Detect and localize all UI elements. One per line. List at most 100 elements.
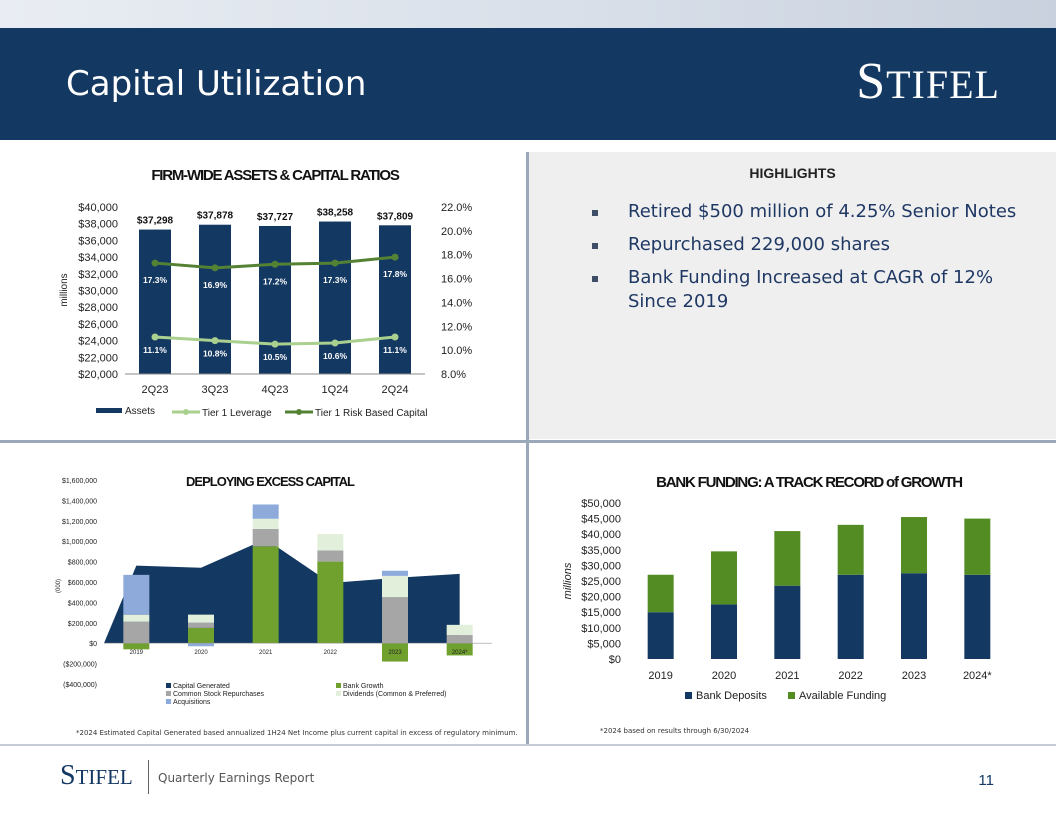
y-tick-label: $32,000 [78, 269, 118, 281]
stacked-bar-segment [252, 528, 279, 547]
legend-label: Tier 1 Risk Based Capital [315, 408, 427, 419]
y2-tick-label: 8.0% [441, 369, 466, 381]
ratio-data-label: 10.6% [323, 351, 348, 361]
bullet-icon [592, 276, 598, 282]
stacked-bar-segment [252, 546, 279, 644]
footnote-right: *2024 based on results through 6/30/2024 [600, 727, 750, 735]
chart-title: BANK FUNDING: A TRACK RECORD of GROWTH [656, 474, 962, 491]
legend-swatch [166, 699, 171, 704]
ratio-data-label: 17.8% [383, 269, 408, 279]
stifel-logo: STIFEL [856, 53, 1000, 110]
y2-tick-label: 10.0% [441, 345, 472, 357]
x-tick-label: 2021 [775, 670, 799, 682]
legend-label: Dividends (Common & Preferred) [343, 691, 446, 698]
x-tick-label: 2021 [259, 650, 273, 656]
y2-tick-label: 20.0% [441, 226, 472, 238]
stacked-bar-segment [382, 597, 408, 644]
x-tick-label: 2020 [194, 650, 208, 656]
y-tick-label: $50,000 [581, 498, 621, 510]
y2-tick-label: 18.0% [441, 250, 472, 262]
stacked-bar-segment [252, 504, 279, 519]
legend-swatch [96, 408, 122, 413]
asset-bar [379, 225, 411, 374]
stacked-bar-segment [446, 635, 473, 644]
legend-swatch [788, 692, 795, 699]
y2-tick-label: 12.0% [441, 321, 472, 333]
asset-bar [199, 224, 231, 374]
ratio-data-label: 16.9% [203, 280, 228, 290]
bank-funding-chart: BANK FUNDING: A TRACK RECORD of GROWTH mi… [562, 474, 992, 702]
top-band [0, 0, 1056, 28]
ratio-point [151, 259, 159, 267]
ratio-data-label: 17.3% [323, 275, 348, 285]
legend-label: Bank Deposits [696, 690, 767, 702]
y-axis-label: millions [59, 273, 70, 306]
x-tick-label: 2020 [712, 670, 736, 682]
stacked-bar-segment [382, 643, 408, 662]
firm-wide-assets-chart: FIRM-WIDE ASSETS & CAPITAL RATIOS million… [59, 167, 472, 419]
chart-title: DEPLOYING EXCESS CAPITAL [186, 474, 355, 489]
x-tick-label: 2024* [452, 650, 468, 656]
legend-label: Bank Growth [343, 683, 384, 690]
chart-title: FIRM-WIDE ASSETS & CAPITAL RATIOS [151, 167, 400, 184]
y-axis-label: (000) [56, 579, 62, 593]
y-tick-label: $200,000 [68, 621, 97, 628]
legend-swatch [336, 691, 341, 696]
x-tick-label: 4Q23 [262, 384, 289, 396]
y-tick-label: ($400,000) [63, 682, 97, 689]
y-tick-label: $800,000 [68, 560, 97, 567]
stacked-bar-segment [382, 575, 408, 598]
vertical-divider [526, 152, 529, 744]
stacked-bar-segment [446, 643, 473, 656]
y-tick-label: $25,000 [581, 576, 621, 588]
y-tick-label: $1,200,000 [62, 519, 97, 526]
ratio-point [211, 337, 219, 345]
deploying-capital-chart: DEPLOYING EXCESS CAPITAL (000) $1,600,000 $… [56, 474, 492, 706]
y2-tick-label: 22.0% [441, 202, 472, 214]
x-tick-label: 2023 [388, 650, 402, 656]
stacked-bar-segment [188, 614, 214, 623]
y-tick-label: $0 [609, 654, 621, 666]
stacked-bar-segment [123, 614, 150, 622]
stacked-bar-segment [446, 624, 473, 636]
y-tick-label: $40,000 [581, 529, 621, 541]
y-tick-label: $40,000 [78, 202, 118, 214]
legend-marker [296, 409, 302, 415]
stacked-bar-segment [901, 517, 927, 574]
stacked-bar-segment [317, 561, 344, 644]
asset-bar [319, 221, 351, 374]
y-tick-label: $1,600,000 [62, 478, 97, 485]
legend-swatch [685, 692, 692, 699]
highlight-item: Bank Funding Increased at CAGR of 12% Si… [592, 266, 1032, 314]
y-axis-label: millions [562, 562, 574, 599]
footer-separator [148, 760, 149, 794]
y-tick-label: $30,000 [78, 286, 118, 298]
x-tick-label: 1Q24 [322, 384, 349, 396]
y-tick-label: $38,000 [78, 219, 118, 231]
y-tick-label: $1,000,000 [62, 539, 97, 546]
x-tick-label: 2022 [324, 650, 338, 656]
y-tick-label: ($200,000) [63, 662, 97, 669]
asset-data-label: $38,258 [317, 208, 354, 219]
stacked-bar-segment [711, 604, 737, 659]
ratio-data-label: 11.1% [383, 345, 407, 355]
x-tick-label: 2Q24 [382, 384, 409, 396]
asset-data-label: $37,809 [377, 211, 414, 222]
legend-swatch [166, 683, 171, 688]
ratio-data-label: 17.2% [263, 276, 288, 286]
y-tick-label: $22,000 [78, 352, 118, 364]
y-tick-label: $10,000 [581, 623, 621, 635]
y-tick-label: $0 [89, 641, 97, 648]
y-tick-label: $15,000 [581, 607, 621, 619]
ratio-point [271, 340, 279, 348]
ratio-point [331, 259, 339, 267]
header-bar: Capital Utilization STIFEL [0, 28, 1056, 140]
ratio-point [211, 264, 219, 272]
legend-label: Available Funding [799, 690, 886, 702]
stacked-bar-segment [123, 643, 150, 650]
asset-bar [259, 225, 291, 374]
asset-data-label: $37,878 [197, 211, 234, 222]
stacked-bar-segment [382, 570, 408, 576]
ratio-point [151, 333, 159, 341]
y-tick-label: $1,400,000 [62, 498, 97, 505]
